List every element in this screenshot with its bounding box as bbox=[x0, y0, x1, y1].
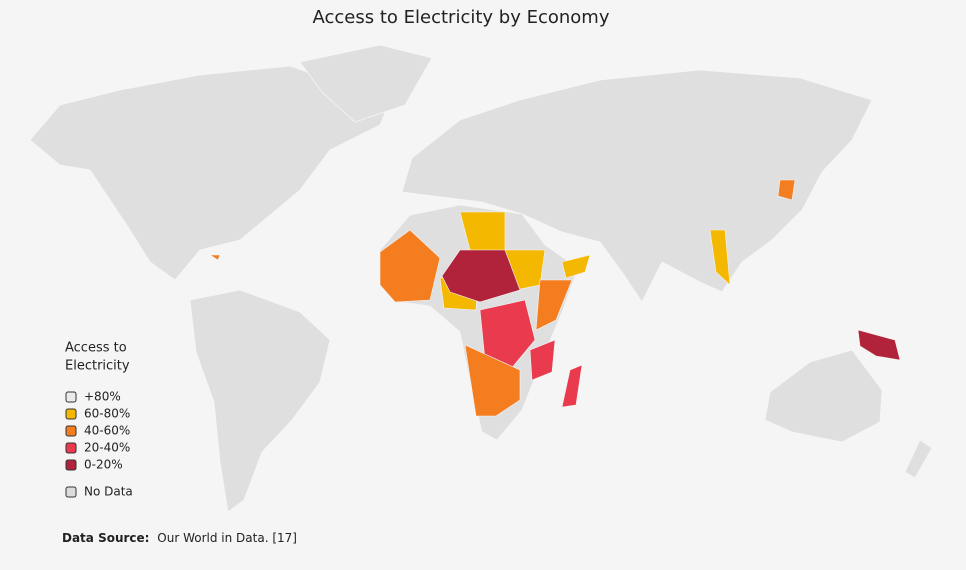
legend-label: 60-80% bbox=[84, 407, 130, 421]
region bbox=[535, 279, 573, 331]
region bbox=[561, 254, 591, 279]
legend-swatch bbox=[65, 486, 77, 498]
region bbox=[529, 339, 556, 381]
australia bbox=[764, 349, 883, 443]
legend-label: 40-60% bbox=[84, 424, 130, 438]
region bbox=[709, 229, 731, 286]
legend-label: No Data bbox=[84, 485, 133, 499]
region bbox=[464, 344, 521, 417]
source-text: Our World in Data. [17] bbox=[157, 531, 297, 545]
region bbox=[208, 254, 221, 261]
legend-swatch bbox=[65, 442, 77, 454]
legend-label: +80% bbox=[84, 390, 121, 404]
region bbox=[479, 299, 536, 371]
region bbox=[379, 229, 441, 303]
map-title: Access to Electricity by Economy bbox=[313, 7, 610, 28]
region bbox=[561, 364, 583, 408]
legend-items: +80% 60-80% 40-60% 20-40% 0-20% No Data bbox=[65, 390, 133, 499]
new-zealand bbox=[904, 439, 933, 479]
source-label: Data Source: bbox=[62, 531, 149, 545]
eurasia bbox=[401, 69, 873, 303]
north-america bbox=[29, 65, 391, 281]
legend-swatch bbox=[65, 425, 77, 437]
legend-label: 0-20% bbox=[84, 458, 123, 472]
legend-title: Electricity bbox=[65, 359, 130, 374]
legend: Access to Electricity +80% 60-80% 40-60% 20… bbox=[65, 341, 133, 499]
electricity-regions bbox=[208, 179, 901, 417]
legend-label: 20-40% bbox=[84, 441, 130, 455]
legend-swatch bbox=[65, 408, 77, 420]
greenland bbox=[299, 44, 433, 123]
legend-title: Access to bbox=[65, 341, 127, 356]
legend-swatch bbox=[65, 391, 77, 403]
region bbox=[857, 329, 901, 361]
region bbox=[777, 179, 796, 201]
region bbox=[441, 249, 521, 303]
south-america bbox=[189, 289, 331, 513]
legend-swatch bbox=[65, 459, 77, 471]
source: Data Source: Our World in Data. [17] bbox=[62, 531, 297, 545]
